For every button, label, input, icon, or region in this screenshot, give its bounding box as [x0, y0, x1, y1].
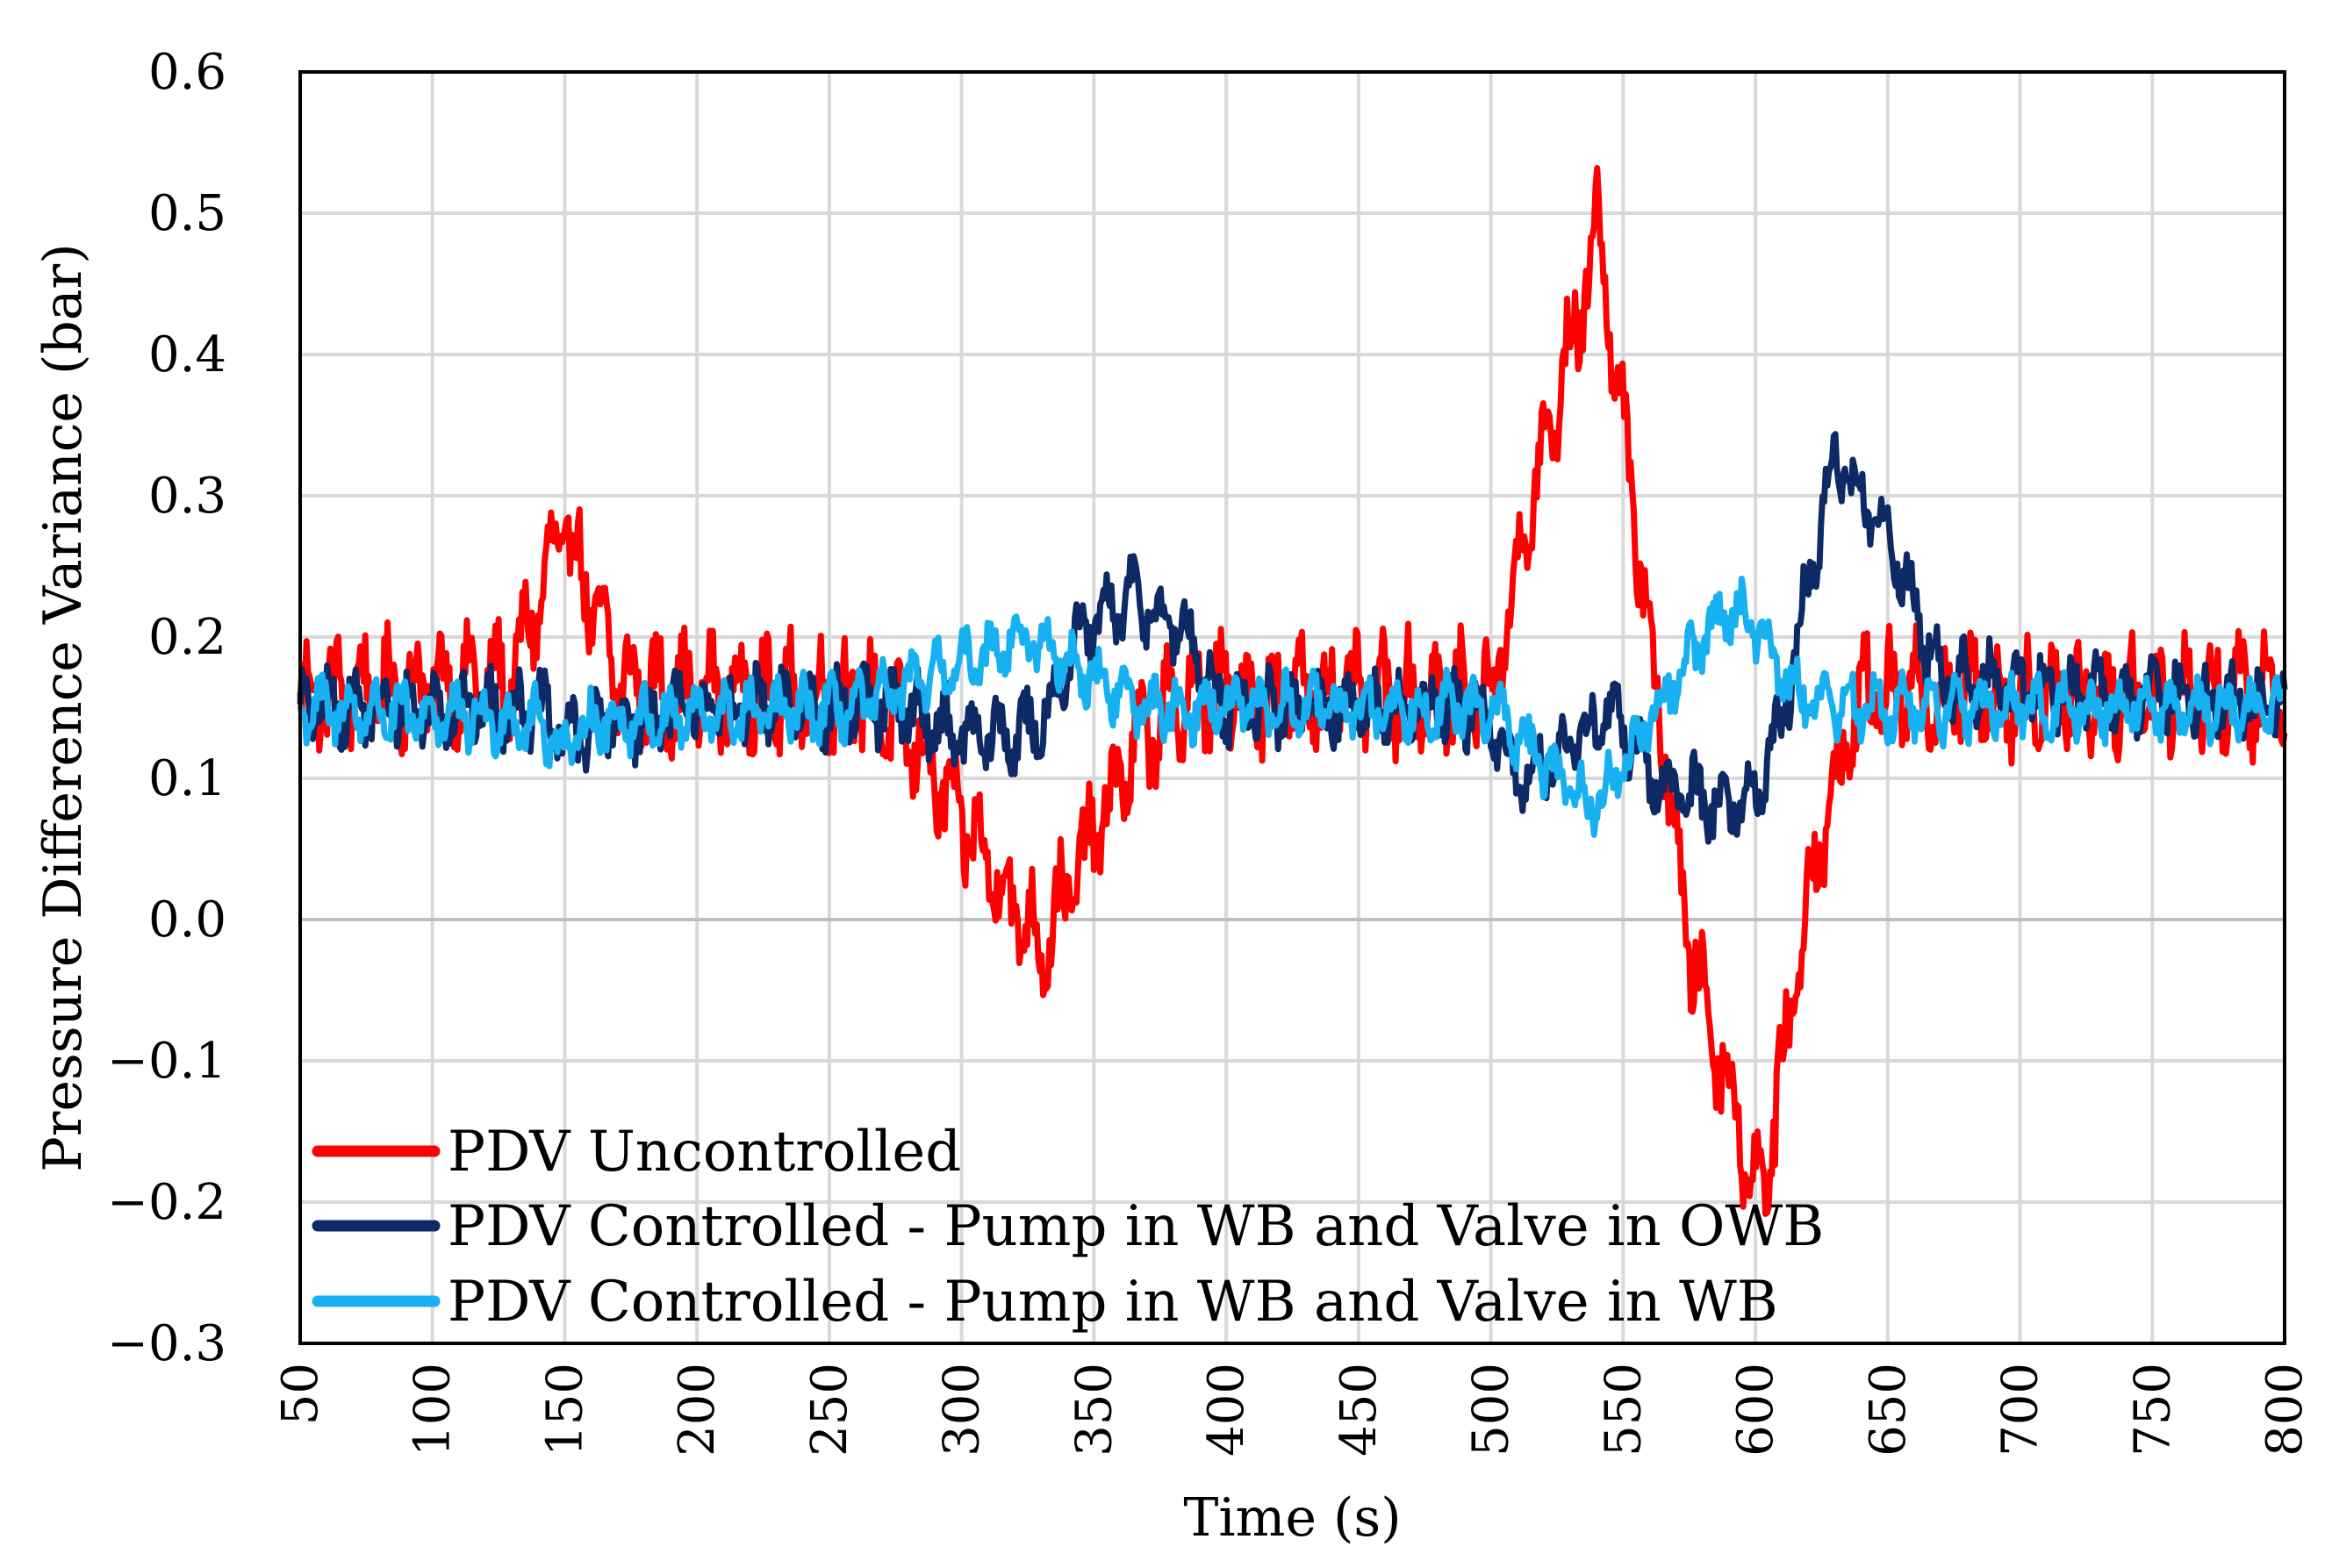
y-tick-label: −0.1	[107, 1033, 226, 1090]
x-tick-label: 600	[1727, 1363, 1784, 1457]
x-tick-label: 250	[801, 1363, 858, 1457]
y-tick-label: 0.2	[148, 609, 226, 666]
x-axis-title: Time (s)	[1183, 1487, 1401, 1549]
x-tick-label: 200	[669, 1363, 726, 1457]
series-line-3	[297, 576, 2286, 838]
y-tick-label: 0.5	[148, 185, 226, 242]
x-tick-label: 500	[1463, 1363, 1520, 1457]
y-tick-label: 0.0	[148, 891, 226, 949]
x-tick-label: 550	[1595, 1363, 1652, 1457]
legend: PDV Uncontrolled PDV Controlled - Pump in…	[312, 1120, 1824, 1335]
x-tick-label: 50	[272, 1363, 329, 1425]
x-tick-label: 150	[536, 1363, 593, 1457]
y-tick-label: −0.2	[107, 1174, 226, 1231]
legend-label: PDV Controlled - Pump in WB and Valve in…	[448, 1194, 1824, 1259]
legend-label: PDV Uncontrolled	[448, 1120, 961, 1185]
series-lines	[297, 165, 2288, 1217]
y-axis-ticks: −0.3 −0.2 −0.1 0.0 0.1 0.2 0.3 0.4 0.5 0.6	[107, 44, 226, 1372]
x-tick-label: 650	[1860, 1363, 1917, 1457]
plot-area-border	[298, 70, 2286, 1345]
series-line-1	[297, 165, 2288, 1217]
x-axis-ticks: 50 100 150 200 250 300 350 400 450 500 550 600 650 70…	[272, 1363, 2314, 1457]
legend-label: PDV Controlled - Pump in WB and Valve in…	[448, 1270, 1778, 1335]
y-tick-label: −0.3	[107, 1315, 226, 1372]
y-tick-label: 0.1	[148, 750, 226, 807]
y-tick-label: 0.6	[148, 44, 226, 101]
y-tick-label: 0.4	[148, 326, 226, 383]
x-tick-label: 750	[2124, 1363, 2181, 1457]
x-tick-label: 700	[1992, 1363, 2049, 1457]
x-tick-label: 450	[1331, 1363, 1388, 1457]
x-tick-label: 400	[1198, 1363, 1255, 1457]
x-tick-label: 300	[934, 1363, 991, 1457]
x-tick-label: 800	[2257, 1363, 2314, 1457]
y-tick-label: 0.3	[148, 468, 226, 525]
y-axis-title: Pressure Difference Variance (bar)	[32, 243, 94, 1171]
x-tick-label: 350	[1066, 1363, 1123, 1457]
x-tick-label: 100	[405, 1363, 462, 1457]
